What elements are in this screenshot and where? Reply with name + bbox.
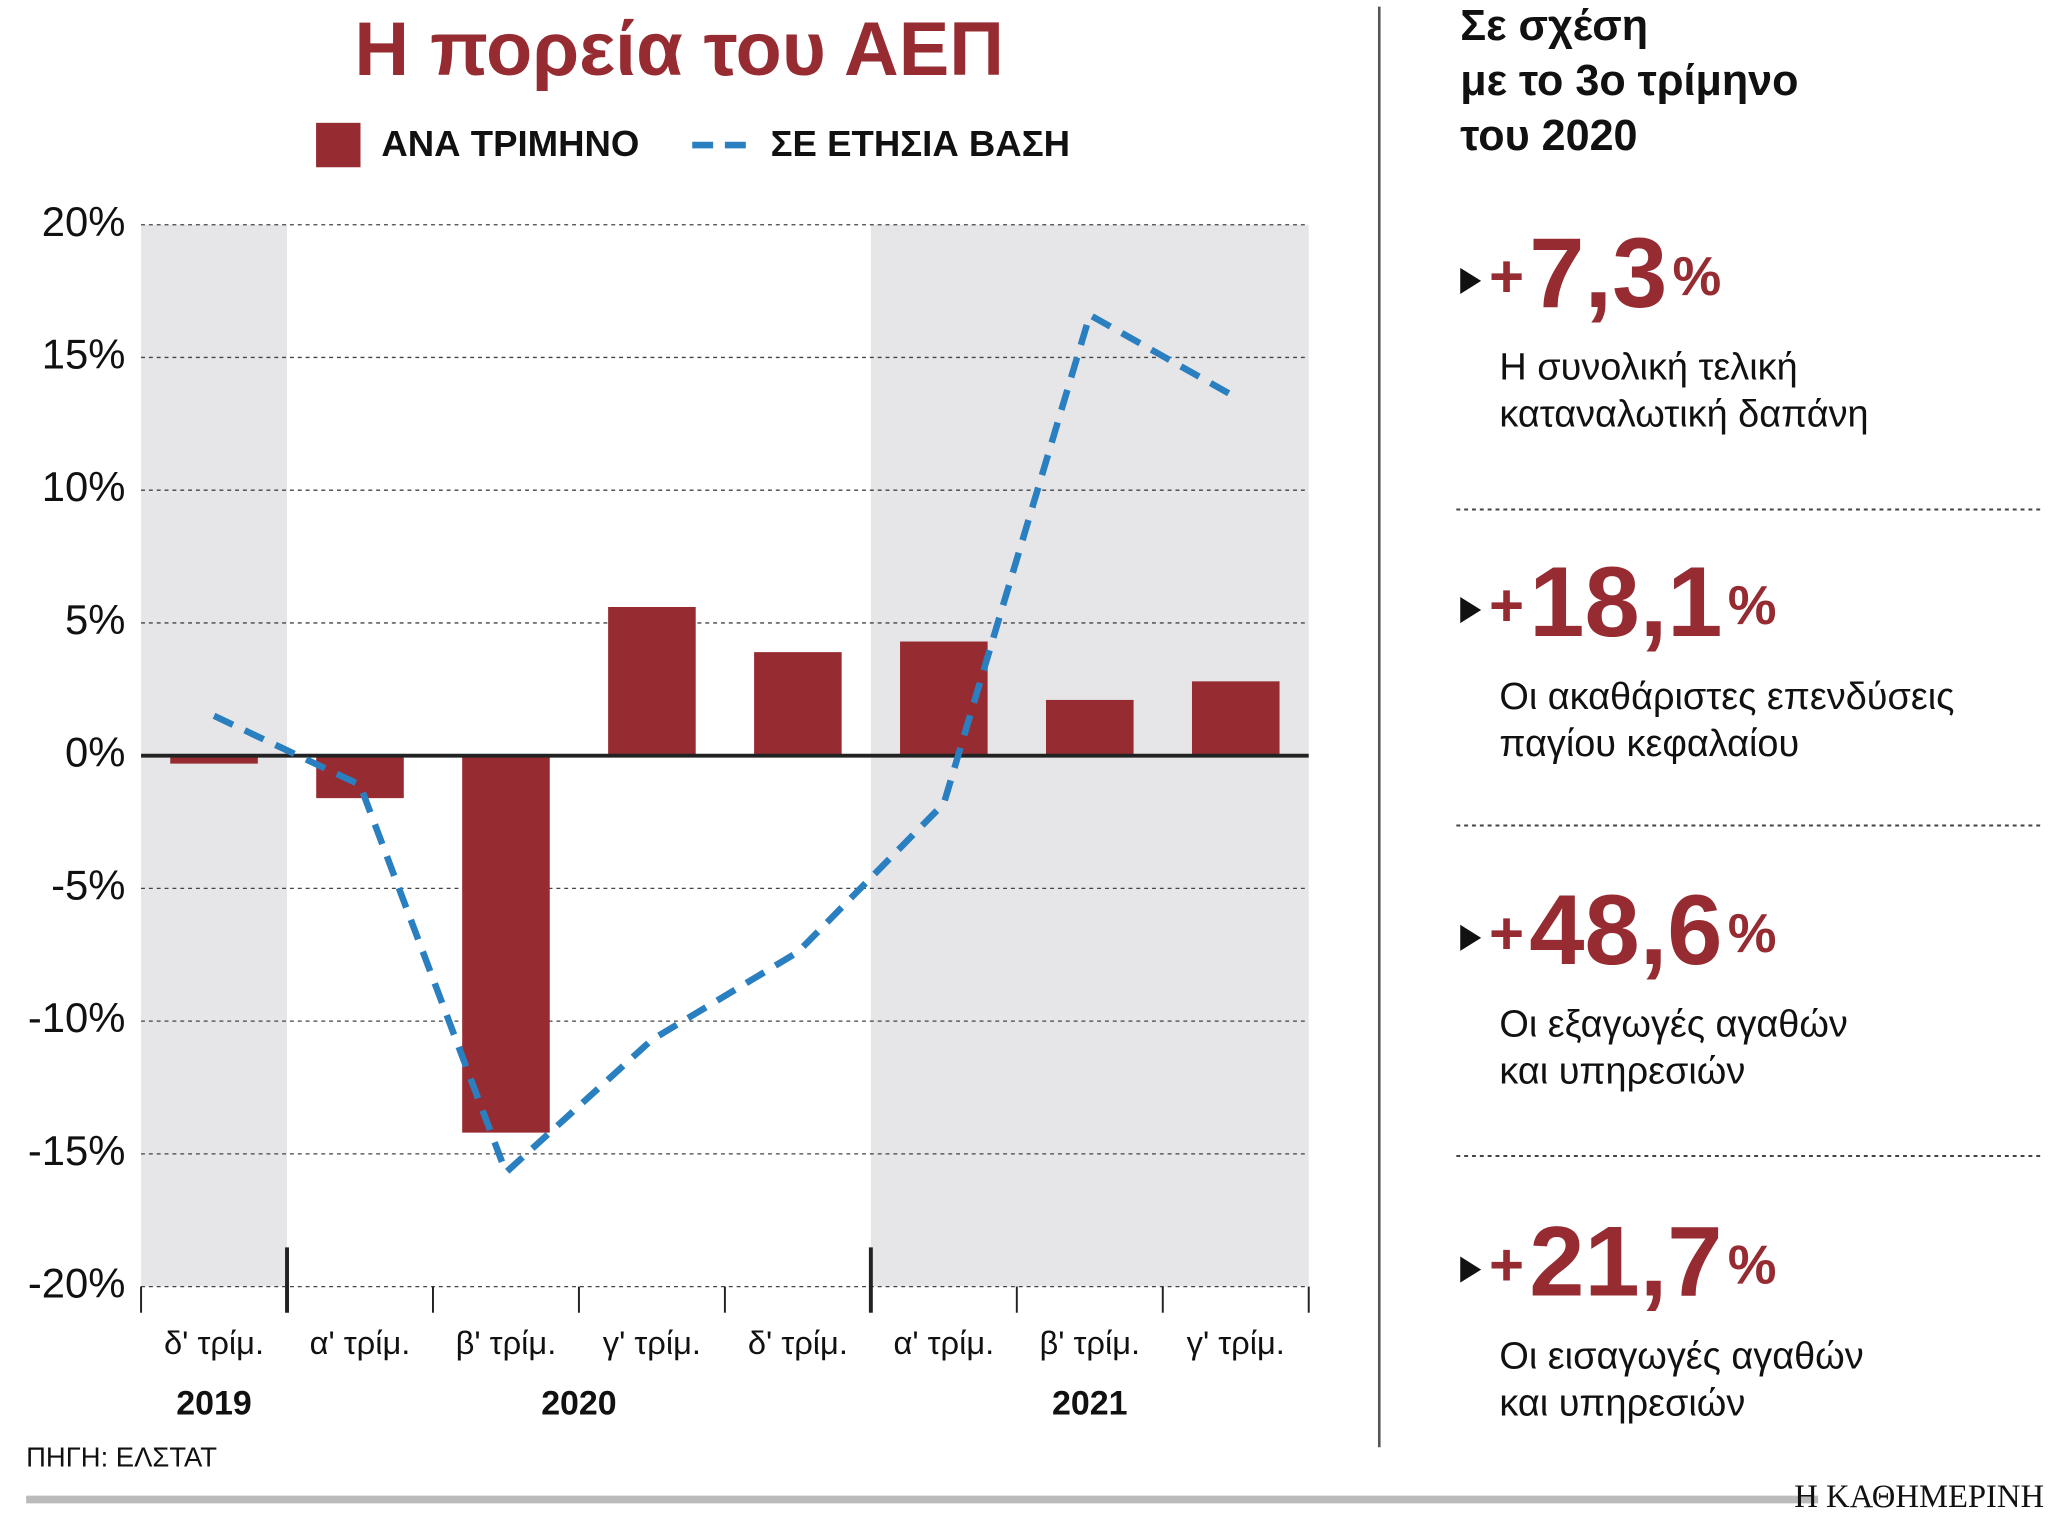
x-tick-label: γ' τρίμ. [603,1324,701,1361]
stat-prefix: + [1489,900,1524,967]
year-label: 2020 [541,1384,617,1422]
stat-figure: +48,6% [1489,875,1776,986]
stat-suffix: % [1728,575,1777,637]
bar [170,755,258,764]
stat-description: Η συνολική τελική [1499,347,1797,389]
y-tick-label: -15% [28,1127,126,1174]
side-title: Σε σχέση [1460,2,1648,50]
bullet-arrow [1460,596,1482,624]
x-tick-label: α' τρίμ. [310,1324,411,1361]
x-tick-label: δ' τρίμ. [748,1324,848,1361]
line-series [212,310,1238,1179]
y-tick-label: 15% [42,331,126,378]
stat-value: 7,3 [1529,218,1667,329]
legend-label: ΑΝΑ ΤΡΙΜΗΝΟ [381,123,639,164]
year-label: 2019 [176,1384,252,1422]
stat-suffix: % [1673,245,1722,307]
bar [1191,681,1280,756]
stat-suffix: % [1728,1234,1777,1296]
y-tick-label: 10% [42,463,126,510]
y-tick-label: 5% [65,596,125,643]
y-tick-label: 0% [65,729,125,776]
stat-prefix: + [1489,1231,1524,1298]
stat-description: και υπηρεσιών [1499,1382,1745,1424]
y-tick-label: -5% [51,861,125,908]
bullet-arrow [1460,267,1482,294]
stat-description: Οι εξαγωγές αγαθών [1499,1004,1847,1046]
stat-prefix: + [1489,572,1524,639]
chart-title: Η πορεία του ΑΕΠ [354,7,1004,92]
x-tick-label: α' τρίμ. [893,1324,994,1361]
side-title: με το 3ο τρίμηνο [1460,57,1798,105]
stat-description: παγίου κεφαλαίου [1499,723,1799,765]
stat-prefix: + [1489,243,1524,310]
stat-figure: +18,1% [1489,547,1776,658]
bar [462,755,550,1133]
bullet-arrow [1460,924,1482,951]
stat-suffix: % [1728,902,1777,964]
x-tick-label: γ' τρίμ. [1187,1324,1285,1361]
side-title: του 2020 [1460,112,1637,160]
stat-figure: +21,7% [1489,1207,1776,1318]
stat-description: καταναλωτική δαπάνη [1499,394,1868,436]
x-tick-label: β' τρίμ. [456,1324,557,1361]
x-tick-label: β' τρίμ. [1039,1324,1140,1361]
legend-swatch [316,122,361,168]
stat-description: Οι εισαγωγές αγαθών [1499,1335,1863,1377]
y-tick-label: 20% [42,198,126,245]
stat-value: 48,6 [1529,875,1722,986]
y-tick-label: -10% [28,994,126,1041]
x-tick-label: δ' τρίμ. [164,1324,264,1361]
year-label: 2021 [1052,1384,1128,1422]
legend-label: ΣΕ ΕΤΗΣΙΑ ΒΑΣΗ [771,123,1070,164]
bullet-arrow [1460,1256,1482,1283]
stat-value: 21,7 [1529,1207,1722,1318]
bar [316,755,404,799]
source: ΠΗΓΗ: ΕΛΣΤΑΤ [26,1441,217,1472]
stat-description: Οι ακαθάριστες επενδύσεις [1499,676,1954,718]
stat-figure: +7,3% [1489,218,1721,329]
stat-value: 18,1 [1529,547,1722,658]
bar [608,607,696,756]
bar [754,652,842,756]
y-tick-label: -20% [28,1260,126,1307]
bar [1046,699,1134,756]
stat-description: και υπηρεσιών [1499,1051,1745,1093]
brand: Η ΚΑΘΗΜΕΡΙΝΗ [1794,1479,2044,1515]
